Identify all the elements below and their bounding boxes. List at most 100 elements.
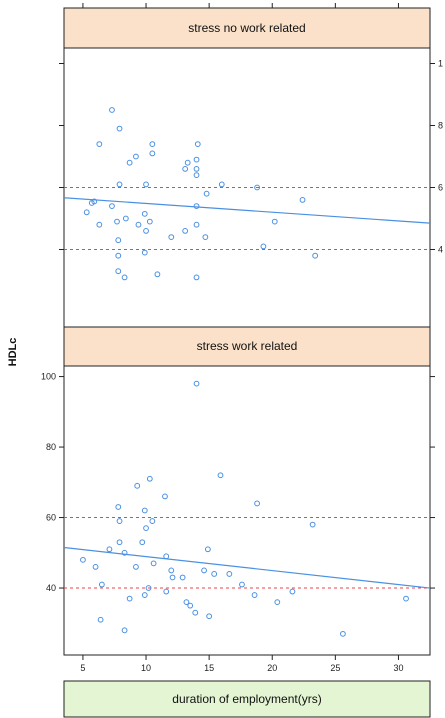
x-label-strip (63, 680, 431, 718)
points-no-work-related (83, 107, 319, 281)
data-point (403, 595, 409, 602)
data-point (193, 274, 200, 281)
data-point (163, 588, 170, 595)
data-point (149, 150, 156, 157)
data-point (146, 218, 153, 225)
strip-label-work-related: stress work related (197, 339, 298, 353)
y-tick-label: 40 (46, 583, 56, 593)
data-point (193, 156, 200, 163)
data-point (135, 221, 142, 228)
x-axis-label: duration of employment(yrs) (172, 692, 321, 706)
x-tick-label: 5 (80, 663, 85, 673)
data-point (211, 571, 218, 577)
data-point (115, 252, 122, 259)
data-point (122, 215, 129, 222)
data-point (141, 210, 148, 217)
y-tick-label: 6 (438, 183, 443, 193)
data-point (114, 218, 120, 225)
data-point (289, 588, 296, 595)
data-point (143, 228, 149, 234)
data-point (143, 525, 149, 532)
data-point (141, 507, 148, 514)
data-point (187, 602, 194, 609)
reference-lines-no-work-related (64, 187, 430, 250)
data-point (115, 268, 122, 275)
data-point (116, 539, 123, 546)
data-point (133, 153, 139, 160)
data-point (116, 125, 123, 132)
data-point (96, 141, 103, 148)
data-point (116, 518, 123, 524)
data-point (146, 475, 153, 482)
data-point (184, 159, 191, 166)
x-tick-label: 30 (393, 663, 403, 673)
y-tick-label: 4 (438, 245, 443, 255)
data-point (203, 190, 210, 197)
data-point (126, 595, 133, 602)
strip-no-work-related (63, 7, 431, 49)
data-point (115, 237, 122, 244)
data-point (115, 504, 122, 510)
data-point (162, 493, 168, 500)
y-tick-label: 80 (46, 442, 56, 452)
y-tick-label: 8 (438, 121, 443, 131)
data-point (106, 546, 113, 553)
panel-work-related: stress work related 40 60 80 100 (41, 326, 435, 656)
x-tick-label: 25 (330, 663, 340, 673)
fit-line-work-related (63, 546, 431, 589)
data-point (149, 141, 156, 148)
x-tick-label: 10 (141, 663, 151, 673)
data-point (193, 166, 200, 172)
x-tick-label: 15 (204, 663, 214, 673)
data-point (121, 549, 128, 556)
regression-line (63, 546, 431, 589)
data-point (168, 234, 175, 241)
data-point (206, 613, 213, 620)
data-point (116, 181, 123, 188)
data-point (251, 592, 258, 598)
x-tick-label: 20 (267, 663, 277, 673)
data-point (239, 581, 245, 588)
panel-no-work-related: stress no work related 4 6 8 1 (59, 7, 443, 328)
data-point (163, 553, 170, 560)
points-work-related (80, 380, 409, 637)
data-point (204, 546, 211, 553)
data-point (312, 252, 319, 259)
fit-line-no-work-related (63, 197, 431, 224)
data-point (109, 203, 115, 210)
data-point (83, 209, 90, 216)
data-point (254, 184, 260, 191)
strip-label-no-work-related: stress no work related (188, 21, 305, 35)
data-point (193, 203, 200, 210)
data-point (168, 567, 175, 574)
y-tick-label: 100 (41, 372, 56, 382)
data-point (179, 574, 186, 581)
plot-frame-work-related (63, 365, 431, 656)
x-axis: 5 10 15 20 25 30 (80, 3, 403, 673)
y-axis-no-work-related: 4 6 8 1 (59, 59, 443, 255)
data-point (141, 249, 148, 256)
data-point (182, 166, 189, 172)
data-point (80, 556, 86, 563)
data-point (218, 181, 225, 188)
data-point (88, 200, 95, 206)
data-point (226, 571, 233, 577)
data-point (193, 221, 200, 228)
data-point (201, 567, 207, 574)
y-tick-label: 60 (46, 513, 56, 523)
data-point (139, 539, 146, 546)
y-axis-label: HDLc (7, 338, 19, 367)
data-point (126, 159, 133, 166)
data-point (183, 599, 190, 606)
y-axis-work-related: 40 60 80 100 (41, 372, 435, 593)
data-point (193, 380, 200, 387)
data-point (217, 472, 224, 479)
data-point (274, 599, 281, 606)
data-point (202, 234, 209, 241)
data-point (192, 609, 199, 616)
data-point (133, 563, 139, 570)
data-point (143, 181, 149, 188)
reference-lines-work-related (64, 517, 430, 589)
data-point (154, 271, 161, 278)
